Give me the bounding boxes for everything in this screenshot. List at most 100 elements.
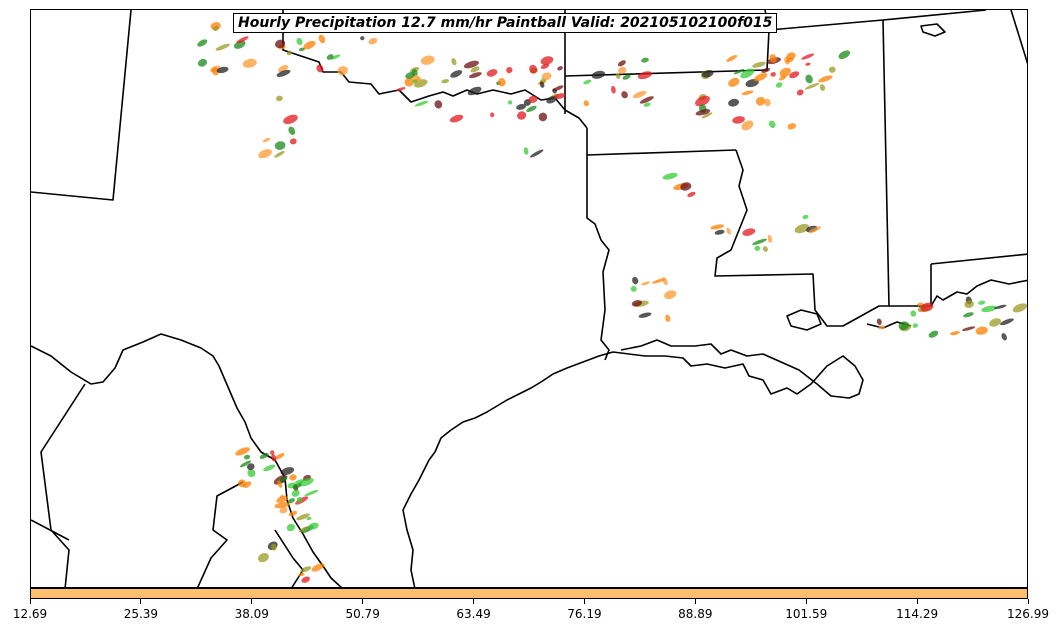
precip-blob bbox=[273, 150, 285, 159]
precip-blob bbox=[449, 68, 463, 79]
precip-blob bbox=[964, 300, 975, 309]
precip-blob bbox=[741, 89, 754, 96]
state-border-ark-texas bbox=[587, 128, 609, 360]
precip-blob bbox=[1011, 302, 1028, 315]
precip-blob bbox=[262, 463, 276, 472]
precip-blob bbox=[275, 95, 283, 102]
colorbar-tick bbox=[140, 599, 141, 604]
precip-blob bbox=[295, 37, 303, 46]
precip-blob bbox=[486, 68, 499, 78]
precip-blob bbox=[775, 81, 783, 89]
precip-blob bbox=[725, 54, 738, 63]
precip-blob bbox=[197, 58, 209, 68]
precip-blob bbox=[630, 285, 638, 293]
colorbar-tick bbox=[806, 599, 807, 604]
map-title: Hourly Precipitation 12.7 mm/hr Paintbal… bbox=[233, 13, 777, 33]
precip-blob bbox=[641, 57, 650, 63]
precip-blob bbox=[770, 71, 777, 77]
precip-blob bbox=[819, 84, 825, 92]
precip-blob bbox=[215, 42, 231, 52]
precip-blob bbox=[449, 113, 464, 124]
colorbar-tick-label: 101.59 bbox=[785, 607, 827, 621]
colorbar-tick-label: 25.39 bbox=[124, 607, 158, 621]
precip-blob bbox=[912, 322, 919, 328]
precip-blob bbox=[761, 67, 771, 74]
border-mexico-state-a bbox=[41, 384, 85, 588]
map-panel bbox=[30, 9, 1028, 588]
precip-blob bbox=[528, 63, 539, 75]
precip-blob bbox=[999, 317, 1014, 326]
precip-blob bbox=[523, 147, 529, 155]
precip-blob bbox=[257, 147, 273, 160]
precip-blob bbox=[529, 148, 544, 158]
colorbar-tick-label: 88.89 bbox=[678, 607, 712, 621]
precip-blob bbox=[804, 74, 814, 85]
precip-blob bbox=[739, 66, 756, 80]
precip-blob bbox=[687, 191, 697, 198]
precip-blob bbox=[290, 488, 301, 498]
precip-blob bbox=[762, 245, 769, 252]
precip-blob bbox=[725, 227, 732, 235]
precipitation-blobs bbox=[196, 21, 1028, 584]
precip-blob bbox=[620, 90, 629, 100]
precip-blob bbox=[727, 98, 739, 108]
precip-blob bbox=[663, 289, 678, 301]
precip-blob bbox=[754, 245, 761, 252]
precip-blob bbox=[981, 305, 998, 314]
precip-blob bbox=[289, 473, 298, 481]
precip-blob bbox=[441, 78, 449, 84]
state-border-ga-fl bbox=[931, 254, 1028, 264]
precip-blob bbox=[538, 112, 548, 122]
state-border-east-edge bbox=[1011, 10, 1028, 68]
precip-blob bbox=[878, 325, 886, 330]
precip-blob bbox=[801, 52, 815, 60]
precip-blob bbox=[450, 57, 457, 66]
precip-blob bbox=[540, 55, 555, 67]
precip-blob bbox=[467, 85, 483, 97]
colorbar-tick-label: 63.49 bbox=[456, 607, 490, 621]
precip-blob bbox=[368, 37, 379, 46]
precip-blob bbox=[817, 74, 833, 84]
colorbar-tick bbox=[362, 599, 363, 604]
precip-blob bbox=[804, 82, 820, 91]
colorbar-tick-label: 50.79 bbox=[345, 607, 379, 621]
precip-blob bbox=[274, 140, 286, 151]
lake-pontchartrain bbox=[787, 310, 821, 330]
colorbar-tick-label: 76.19 bbox=[567, 607, 601, 621]
precip-blob bbox=[282, 113, 299, 126]
precip-blob bbox=[752, 60, 767, 68]
precip-blob bbox=[262, 137, 271, 143]
precip-blob bbox=[505, 66, 513, 74]
colorbar-tick bbox=[251, 599, 252, 604]
colorbar-tick-label: 12.69 bbox=[13, 607, 47, 621]
precip-blob bbox=[1000, 332, 1008, 341]
precip-blob bbox=[304, 489, 319, 497]
precip-blob bbox=[583, 100, 590, 108]
precip-blob bbox=[978, 300, 986, 306]
precip-blob bbox=[805, 62, 811, 66]
precip-blob bbox=[962, 325, 976, 331]
precip-blob bbox=[631, 276, 639, 285]
precip-blob bbox=[244, 454, 251, 460]
colorbar-tick bbox=[473, 599, 474, 604]
precip-blob bbox=[632, 89, 647, 99]
precip-blob bbox=[662, 172, 678, 181]
precip-blob bbox=[710, 223, 724, 230]
precip-blob bbox=[326, 53, 335, 61]
precip-blob bbox=[557, 65, 564, 71]
precip-blob bbox=[300, 575, 311, 584]
state-border-al-ga bbox=[883, 10, 986, 20]
precip-blob bbox=[714, 229, 725, 236]
precip-blob bbox=[767, 234, 773, 243]
precip-blob bbox=[489, 112, 494, 118]
precip-blob bbox=[802, 214, 809, 219]
precip-blob bbox=[975, 326, 989, 336]
precip-blob bbox=[828, 66, 836, 74]
colorbar bbox=[30, 588, 1028, 599]
precip-blob bbox=[256, 551, 270, 564]
colorbar-tick bbox=[1028, 599, 1029, 604]
state-border-florida bbox=[889, 280, 1028, 306]
precip-blob bbox=[768, 119, 777, 129]
precip-blob bbox=[420, 54, 436, 66]
precip-blob bbox=[641, 281, 650, 287]
